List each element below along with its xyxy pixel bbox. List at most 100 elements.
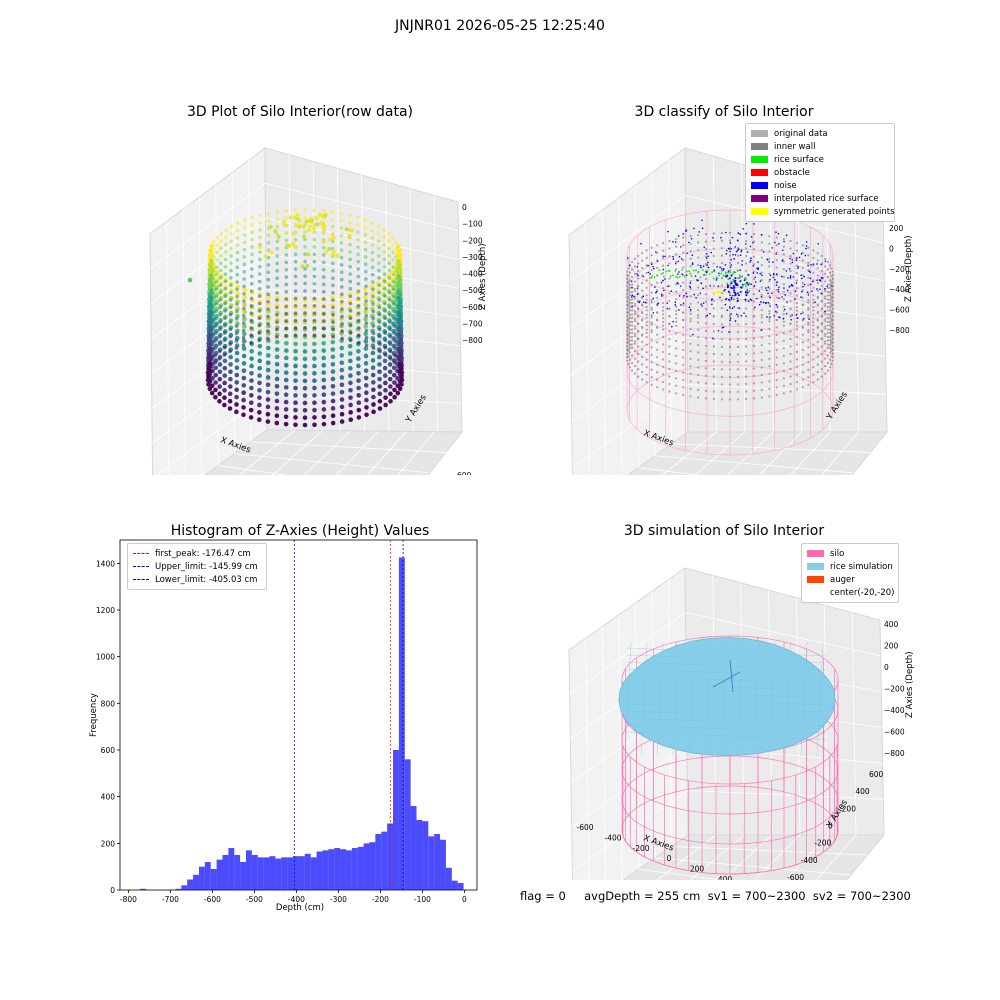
histogram-bar — [205, 862, 211, 890]
simulation-legend-label: silo — [830, 549, 844, 559]
simulation-ytick: -400 — [801, 856, 818, 865]
simulation-ytick: -200 — [814, 839, 831, 848]
histogram-bar — [458, 883, 464, 890]
classify-ztick: 200 — [889, 224, 904, 233]
simulation-legend-item: auger — [807, 573, 893, 586]
histogram-bar — [317, 852, 323, 891]
histogram-bar — [417, 820, 423, 890]
classify-legend-swatch — [751, 156, 768, 163]
classify-legend-item: inner wall — [751, 140, 889, 153]
histogram-bar — [422, 821, 428, 890]
raw-ztick: −800 — [462, 336, 483, 345]
raw-ytick: 600 — [457, 471, 472, 475]
simulation-legend-item: rice simulation — [807, 560, 893, 573]
histogram-bar — [434, 834, 440, 890]
histogram-ytick-label: 0 — [110, 886, 115, 895]
histogram-chart: -800 -700 -600 -500 -400 -300 -200 -100 0 0 200 40… — [80, 535, 490, 920]
histogram-bar — [428, 836, 434, 890]
histogram-bar — [411, 806, 417, 890]
simulation-ztick: 0 — [884, 663, 889, 672]
histogram-bar — [375, 834, 381, 890]
histogram-bar — [181, 885, 187, 890]
simulation-legend: silo rice simulation auger center(-20,-20) — [801, 543, 899, 603]
histogram-bar — [328, 849, 334, 890]
classify-legend-item: original data — [751, 127, 889, 140]
histogram-bar — [364, 843, 370, 890]
classify-ztick: −800 — [889, 326, 910, 335]
histogram-bar — [140, 889, 146, 890]
classify-legend-swatch — [751, 195, 768, 202]
simulation-zlabel: Z Axies (Depth) — [905, 651, 915, 718]
figure-suptitle: JNJNR01 2026-05-25 12:25:40 — [0, 18, 1000, 34]
histogram-ytick-label: 200 — [101, 839, 116, 848]
histogram-bar — [322, 850, 328, 890]
classify-legend-item: obstacle — [751, 166, 889, 179]
classify-legend-label: rice surface — [774, 155, 824, 165]
raw-zlabel: Z Axies (Depth) — [478, 243, 488, 310]
histogram-bar — [187, 880, 193, 891]
classify-legend-swatch — [751, 169, 768, 176]
histogram-xticks: -800 -700 -600 -500 -400 -300 -200 -100 0 — [120, 890, 467, 904]
histogram-bar — [299, 856, 305, 890]
histogram-bar — [346, 850, 352, 890]
classify-legend-label: inner wall — [774, 142, 815, 152]
histogram-legend-item: Upper_limit: -145.99 cm — [133, 560, 261, 573]
histogram-bar — [381, 832, 387, 890]
histogram-bar — [252, 855, 258, 890]
simulation-legend-swatch — [807, 550, 824, 557]
simulation-ytick: 400 — [855, 787, 870, 796]
simulation-ztick: −800 — [884, 749, 905, 758]
classify-legend-swatch — [751, 182, 768, 189]
histogram-bar — [340, 849, 346, 890]
simulation-xtick: 0 — [667, 854, 672, 863]
histogram-legend-label: Upper_limit: -145.99 cm — [155, 562, 258, 572]
simulation-ztick: −600 — [884, 728, 905, 737]
histogram-bar — [281, 857, 287, 890]
histogram-bar — [405, 759, 411, 890]
simulation-legend-swatch — [807, 563, 824, 570]
classify-legend-label: obstacle — [774, 168, 810, 178]
histogram-legend: first_peak: -176.47 cm Upper_limit: -145.… — [127, 543, 267, 590]
histogram-legend-label: Lower_limit: -405.03 cm — [155, 575, 257, 585]
simulation-ztick-group: 400 200 0 −200 −400 −600 −800 — [884, 620, 905, 758]
histogram-xtick-label: -700 — [162, 895, 179, 904]
raw-ztick: −100 — [462, 220, 483, 229]
histogram-ytick-label: 600 — [101, 746, 116, 755]
simulation-xtick: -200 — [632, 844, 649, 853]
histogram-bar — [369, 842, 375, 890]
simulation-ztick: −400 — [884, 706, 905, 715]
histogram-legend-line — [133, 553, 149, 554]
simulation-legend-swatch — [807, 589, 824, 596]
classify-legend-label: noise — [774, 181, 797, 191]
histogram-bar — [175, 889, 181, 890]
histogram-bar — [452, 881, 458, 890]
raw-3d-plot: -600-400-2000200400600 -800-600-400-2000… — [120, 130, 490, 475]
histogram-bar — [222, 855, 228, 890]
histogram-xtick-label: -600 — [204, 895, 221, 904]
classify-legend-label: original data — [774, 129, 828, 139]
histogram-xtick-label: 0 — [462, 895, 467, 904]
histogram-bar — [211, 869, 217, 890]
histogram-xlabel: Depth (cm) — [276, 903, 324, 913]
classify-legend-item: rice surface — [751, 153, 889, 166]
histogram-legend-line — [133, 566, 149, 567]
classify-legend-swatch — [751, 143, 768, 150]
classify-zlabel: Z Axies (Depth) — [904, 235, 914, 302]
histogram-xtick-label: -200 — [372, 895, 389, 904]
classify-legend: original data inner wall rice surface obsta… — [745, 123, 895, 222]
histogram-bar — [440, 840, 446, 890]
histogram-legend-item: Lower_limit: -405.03 cm — [133, 573, 261, 586]
histogram-ytick-label: 800 — [101, 699, 116, 708]
histogram-bar — [270, 856, 276, 890]
simulation-xtick: 200 — [690, 865, 705, 874]
histogram-bar — [193, 875, 199, 890]
simulation-xtick: -400 — [604, 833, 621, 842]
simulation-legend-item: silo — [807, 547, 893, 560]
classify-ztick: 0 — [889, 244, 894, 253]
histogram-bar — [234, 855, 240, 890]
simulation-ztick: 200 — [884, 642, 899, 651]
classify-plot-title: 3D classify of Silo Interior — [574, 104, 874, 120]
histogram-bar — [305, 854, 311, 890]
histogram-bar — [228, 848, 234, 890]
histogram-xtick-label: -500 — [246, 895, 263, 904]
